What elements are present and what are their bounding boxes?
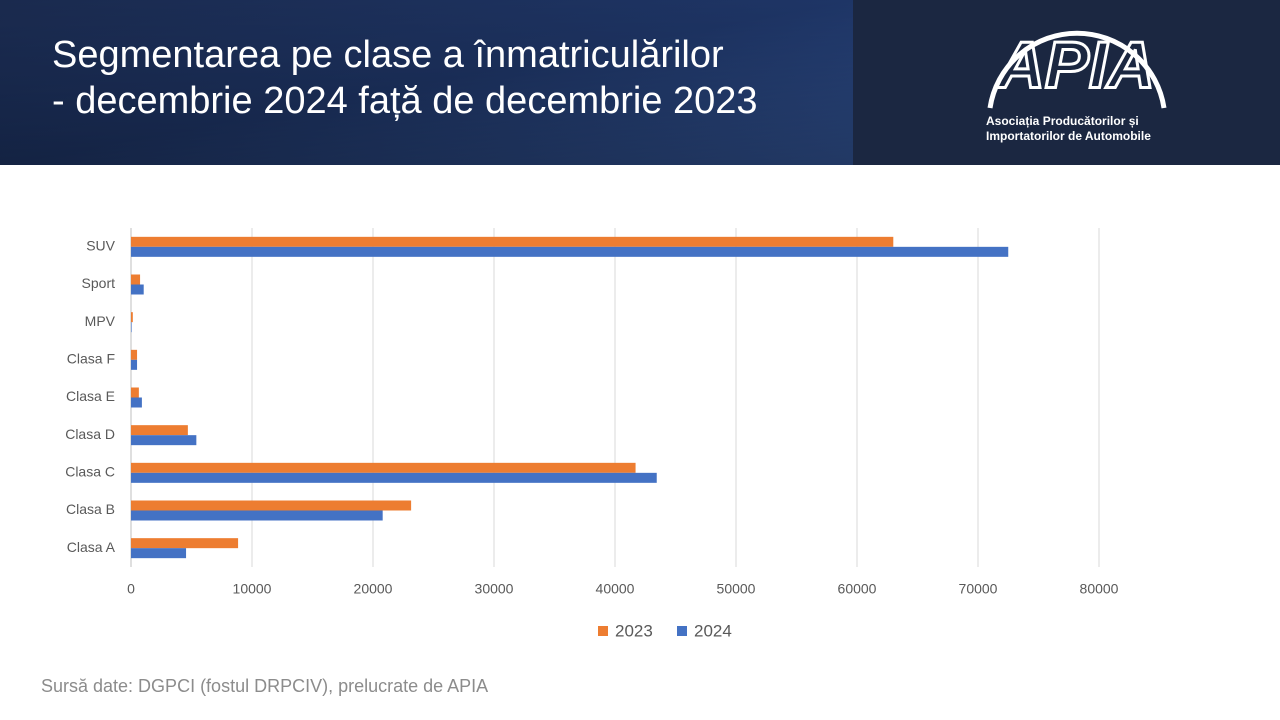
- bar: [131, 246, 1009, 257]
- y-tick-label: SUV: [86, 238, 115, 254]
- legend-label: 2024: [694, 621, 732, 640]
- x-tick-label: 10000: [233, 581, 272, 597]
- bar: [131, 322, 132, 333]
- bar: [131, 472, 657, 483]
- x-tick-label: 50000: [717, 581, 756, 597]
- bar: [131, 462, 636, 473]
- y-tick-label: Clasa E: [66, 388, 115, 404]
- header-shade: [0, 0, 853, 165]
- logo-text: Asociația Producătorilor și: [986, 114, 1139, 128]
- bar: [131, 387, 139, 398]
- bar: [131, 312, 133, 323]
- y-tick-label: Clasa A: [67, 539, 116, 555]
- bar: [131, 548, 187, 559]
- y-tick-label: Clasa D: [65, 426, 115, 442]
- bar: [131, 397, 142, 408]
- x-tick-label: 30000: [475, 581, 514, 597]
- y-tick-label: Clasa B: [66, 501, 115, 517]
- y-tick-label: Clasa C: [65, 464, 115, 480]
- logo-arc: [987, 30, 1167, 109]
- x-tick-label: 0: [127, 581, 135, 597]
- logo-mark: APIA: [995, 27, 1155, 101]
- bar: [131, 500, 412, 511]
- bar: [131, 510, 383, 521]
- y-tick-label: Clasa F: [67, 351, 115, 367]
- bar: [131, 538, 239, 549]
- legend-swatch: [598, 626, 608, 636]
- bar: [131, 425, 188, 436]
- x-tick-label: 60000: [838, 581, 877, 597]
- bar: [131, 284, 144, 295]
- y-tick-label: MPV: [85, 313, 116, 329]
- logo-text: Importatorilor de Automobile: [986, 129, 1151, 143]
- legend-label: 2023: [615, 621, 653, 640]
- title-line: - decembrie 2024 față de decembrie 2023: [52, 80, 758, 122]
- title-line: Segmentarea pe clase a înmatriculărilor: [52, 34, 724, 76]
- bar: [131, 274, 141, 285]
- bar: [131, 435, 197, 446]
- bar: [131, 236, 894, 247]
- legend-swatch: [677, 626, 687, 636]
- bar: [131, 349, 138, 360]
- x-tick-label: 40000: [596, 581, 635, 597]
- y-tick-label: Sport: [82, 275, 116, 291]
- x-tick-label: 70000: [959, 581, 998, 597]
- x-tick-label: 20000: [354, 581, 393, 597]
- source-note: Sursă date: DGPCI (fostul DRPCIV), prelu…: [41, 676, 488, 696]
- logo-band: [853, 0, 1280, 165]
- x-tick-label: 80000: [1080, 581, 1119, 597]
- bar: [131, 359, 138, 370]
